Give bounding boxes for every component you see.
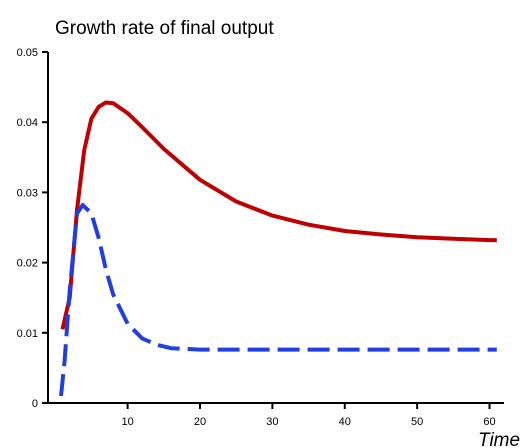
- x-axis-label: Time: [478, 430, 520, 448]
- x-tick-label: 20: [194, 416, 206, 428]
- y-tick-label: 0.04: [17, 117, 38, 129]
- series-group: [59, 100, 497, 397]
- y-tick-label: 0.02: [17, 258, 38, 270]
- y-tick-label: 0.01: [17, 328, 38, 340]
- x-tick-label: 10: [121, 416, 133, 428]
- x-tick-label: 30: [266, 416, 278, 428]
- x-tick-label: 60: [483, 416, 495, 428]
- y-tick-label: 0.03: [17, 187, 38, 199]
- chart-title: Growth rate of final output: [55, 18, 274, 39]
- series-line-1: [60, 100, 497, 330]
- y-tick-label: 0.05: [17, 47, 38, 59]
- axes: 0 0.01 0.02 0.03 0.04 0.05 10 20 30 40 50 60: [17, 47, 504, 428]
- series-line-2: [59, 203, 497, 397]
- x-tick-label: 50: [411, 416, 423, 428]
- x-tick-label: 40: [339, 416, 351, 428]
- y-tick-label: 0: [32, 398, 38, 410]
